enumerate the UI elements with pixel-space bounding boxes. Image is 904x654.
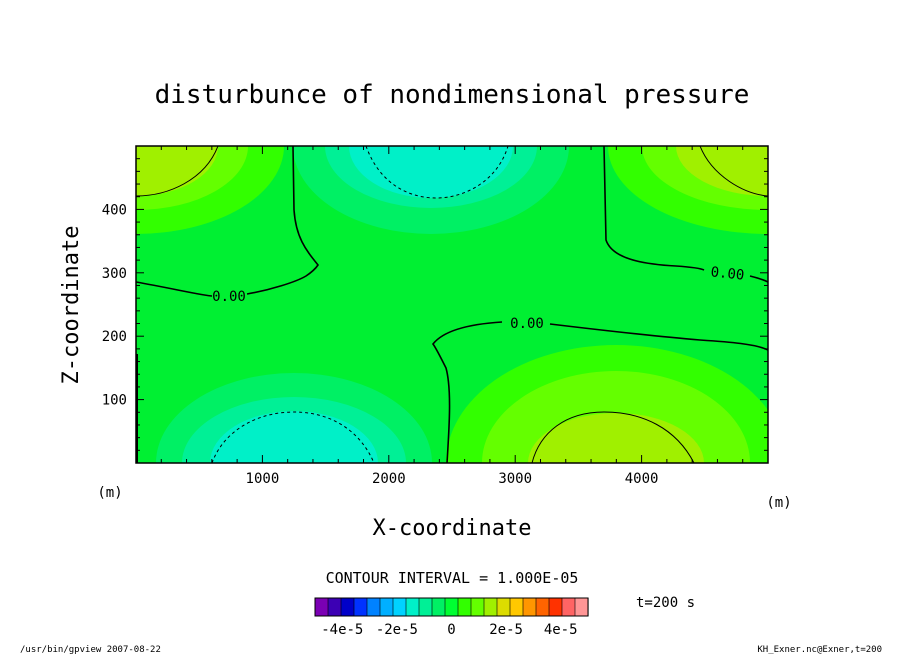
colorbar-swatch	[379, 597, 394, 617]
negative-contour-bottom	[211, 411, 375, 463]
y-tick-label: 400	[102, 202, 127, 218]
positive-lobe-bottom-right	[446, 345, 768, 463]
positive-lobe-top-left	[136, 146, 284, 234]
colorbar-swatch	[457, 597, 472, 617]
contour-label-zero-middle: 0.00	[510, 316, 544, 332]
colorbar-swatch	[509, 597, 524, 617]
colorbar-swatch	[444, 597, 459, 617]
colorbar-swatch	[483, 597, 498, 617]
plot-frame	[135, 145, 769, 464]
time-label: t=200 s	[636, 595, 695, 611]
negative-lobe-bottom-middle	[156, 373, 432, 463]
colorbar-swatch	[431, 597, 446, 617]
footer-left: /usr/bin/gpview 2007-08-22	[20, 645, 161, 654]
negative-contour-top	[365, 146, 509, 199]
colorbar-swatch	[418, 597, 433, 617]
colorbar-swatch	[496, 597, 511, 617]
colorbar-tick-label: 4e-5	[544, 622, 578, 638]
positive-contour-top-left	[136, 146, 219, 197]
negative-lobe-top-middle	[293, 146, 569, 234]
zero-contour-left	[136, 146, 319, 297]
colorbar-swatch	[548, 597, 563, 617]
colorbar-swatch	[327, 597, 342, 617]
x-axis-title: X-coordinate	[373, 516, 532, 541]
zero-contour-middle	[431, 321, 768, 463]
y-tick-label: 100	[102, 393, 127, 409]
x-tick-label: 1000	[246, 471, 280, 487]
colorbar-labels: -4e-5 -2e-5 0 2e-5 4e-5	[321, 622, 577, 638]
positive-contour-top-right	[699, 146, 768, 197]
colorbar-frame	[314, 597, 589, 617]
x-tick-label: 2000	[372, 471, 406, 487]
colorbar	[314, 597, 589, 617]
colorbar-swatch	[405, 597, 420, 617]
x-axis-left-unit: (m)	[97, 485, 122, 501]
colorbar-swatch	[366, 597, 381, 617]
colorbar-tick-label: -2e-5	[376, 622, 418, 638]
colorbar-swatch	[392, 597, 407, 617]
x-tick-label: 4000	[625, 471, 659, 487]
y-axis-ticks: 100 200 300 400	[102, 158, 768, 451]
footer-right: KH_Exner.nc@Exner,t=200	[757, 645, 882, 654]
positive-lobe-top-right	[608, 146, 768, 234]
x-tick-label: 3000	[498, 471, 532, 487]
contour-label-zero-right: 0.00	[710, 264, 745, 283]
colorbar-tick-label: -4e-5	[321, 622, 363, 638]
colorbar-tick-label: 0	[447, 622, 455, 638]
colorbar-tick-label: 2e-5	[489, 622, 523, 638]
y-tick-label: 300	[102, 266, 127, 282]
colorbar-swatch	[561, 597, 576, 617]
chart-title: disturbunce of nondimensional pressure	[155, 80, 750, 110]
colorbar-swatch	[353, 597, 368, 617]
contour-interval-label: CONTOUR INTERVAL = 1.000E-05	[326, 569, 579, 587]
y-axis-title: Z-coordinate	[59, 226, 84, 385]
colorbar-swatch	[574, 597, 589, 617]
zero-contour-right	[603, 146, 768, 283]
x-axis-ticks: 1000 2000 3000 4000	[160, 146, 744, 487]
colorbar-swatch	[535, 597, 550, 617]
colorbar-swatch	[470, 597, 485, 617]
colorbar-swatch	[340, 597, 355, 617]
contour-field: 0.00 0.00 0.00	[136, 146, 768, 463]
colorbar-swatch	[522, 597, 537, 617]
positive-contour-bottom-right	[531, 411, 695, 463]
y-tick-label: 200	[102, 329, 127, 345]
x-axis-right-unit: (m)	[766, 495, 791, 511]
colorbar-swatch	[314, 597, 329, 617]
contour-label-zero-left: 0.00	[212, 289, 246, 305]
